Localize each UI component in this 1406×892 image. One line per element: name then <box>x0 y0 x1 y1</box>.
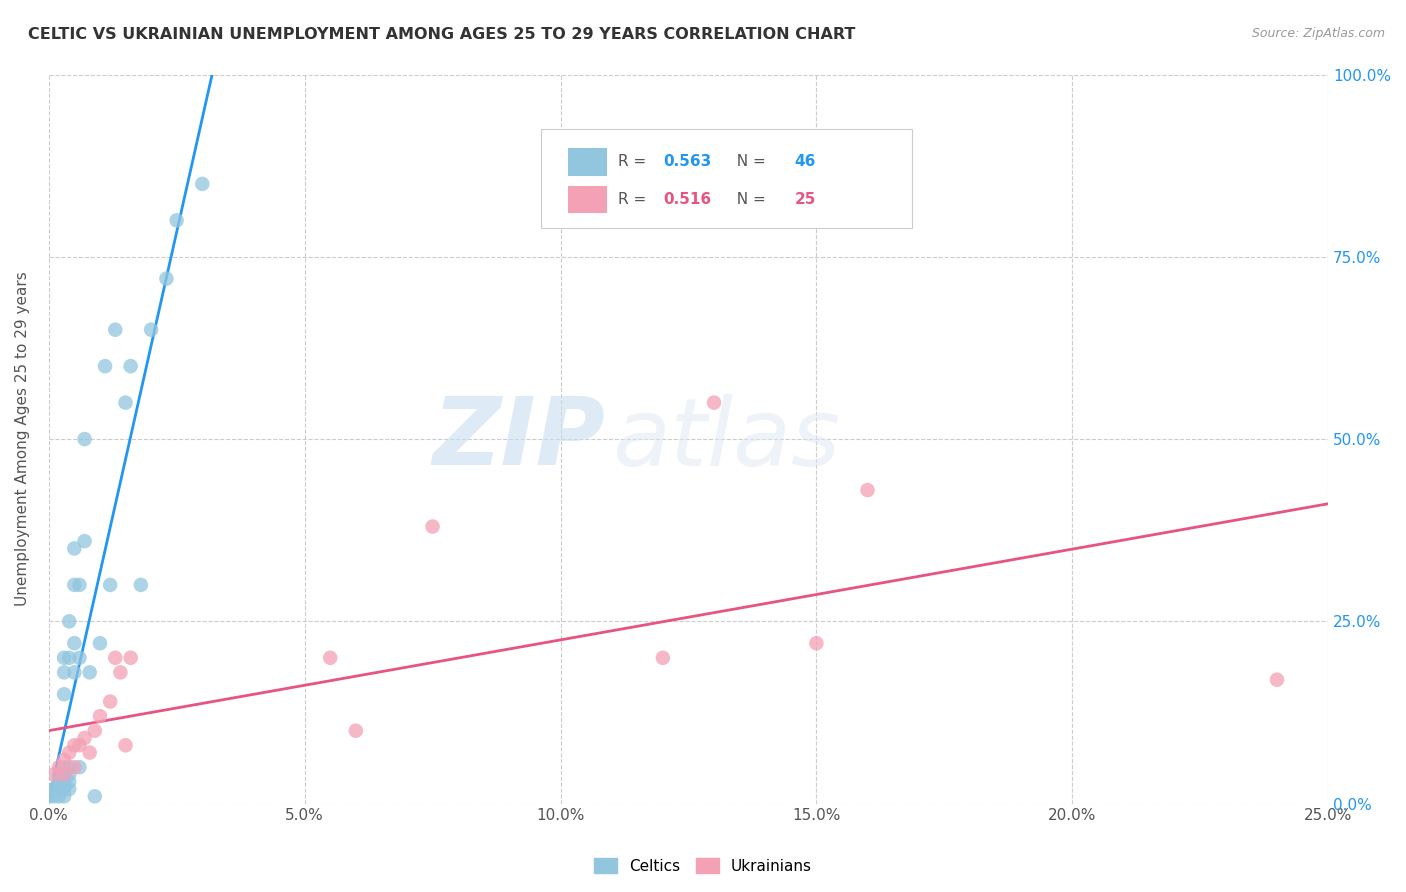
Text: CELTIC VS UKRAINIAN UNEMPLOYMENT AMONG AGES 25 TO 29 YEARS CORRELATION CHART: CELTIC VS UKRAINIAN UNEMPLOYMENT AMONG A… <box>28 27 855 42</box>
Point <box>155 271 177 285</box>
Point <box>58 782 80 797</box>
Y-axis label: Unemployment Among Ages 25 to 29 years: Unemployment Among Ages 25 to 29 years <box>15 272 30 607</box>
Point <box>42 767 65 781</box>
Point <box>42 782 65 797</box>
Point <box>422 519 444 533</box>
Point <box>191 177 214 191</box>
Point <box>48 774 70 789</box>
Point <box>63 578 86 592</box>
Point <box>703 395 725 409</box>
Text: N =: N = <box>727 154 770 169</box>
FancyBboxPatch shape <box>568 186 606 213</box>
Point <box>166 213 188 227</box>
Point <box>53 665 76 680</box>
Point <box>89 709 111 723</box>
Point <box>53 767 76 781</box>
Point <box>69 739 91 753</box>
Legend: Celtics, Ukrainians: Celtics, Ukrainians <box>588 852 818 880</box>
Point <box>69 650 91 665</box>
Point <box>58 767 80 781</box>
Point <box>53 687 76 701</box>
Text: 46: 46 <box>794 154 815 169</box>
Point <box>83 789 105 804</box>
FancyBboxPatch shape <box>568 148 606 176</box>
Point <box>48 789 70 804</box>
Point <box>79 665 101 680</box>
Point <box>53 650 76 665</box>
Point <box>58 774 80 789</box>
Point <box>120 359 142 373</box>
Point <box>79 746 101 760</box>
Text: 25: 25 <box>794 192 815 207</box>
Point <box>53 767 76 781</box>
Point <box>1265 673 1288 687</box>
Point <box>63 541 86 556</box>
Text: 0.516: 0.516 <box>662 192 711 207</box>
Point <box>83 723 105 738</box>
Point <box>48 782 70 797</box>
Point <box>104 650 127 665</box>
Text: ZIP: ZIP <box>433 393 606 485</box>
Point <box>63 636 86 650</box>
Point <box>53 753 76 767</box>
Point <box>38 789 60 804</box>
Point <box>651 650 673 665</box>
Point <box>806 636 828 650</box>
Point <box>63 739 86 753</box>
Point <box>48 760 70 774</box>
Point <box>48 767 70 781</box>
FancyBboxPatch shape <box>541 129 912 227</box>
Point <box>58 615 80 629</box>
Text: 0.563: 0.563 <box>662 154 711 169</box>
Point <box>856 483 879 497</box>
Point <box>63 760 86 774</box>
Point <box>120 650 142 665</box>
Point <box>110 665 132 680</box>
Point <box>104 323 127 337</box>
Point <box>94 359 117 373</box>
Point <box>58 650 80 665</box>
Point <box>139 323 162 337</box>
Point <box>344 723 367 738</box>
Point <box>73 731 96 745</box>
Point <box>69 760 91 774</box>
Text: R =: R = <box>619 192 651 207</box>
Point <box>42 789 65 804</box>
Text: R =: R = <box>619 154 651 169</box>
Point <box>98 694 121 708</box>
Text: atlas: atlas <box>612 393 839 484</box>
Point <box>53 782 76 797</box>
Point <box>319 650 342 665</box>
Point <box>114 739 136 753</box>
Point <box>73 534 96 549</box>
Point <box>73 432 96 446</box>
Point <box>53 782 76 797</box>
Point <box>98 578 121 592</box>
Text: Source: ZipAtlas.com: Source: ZipAtlas.com <box>1251 27 1385 40</box>
Point <box>129 578 152 592</box>
Text: N =: N = <box>727 192 770 207</box>
Point <box>48 774 70 789</box>
Point <box>69 578 91 592</box>
Point <box>63 665 86 680</box>
Point <box>114 395 136 409</box>
Point <box>58 746 80 760</box>
Point <box>53 760 76 774</box>
Point <box>58 760 80 774</box>
Point <box>42 782 65 797</box>
Point <box>53 774 76 789</box>
Point <box>89 636 111 650</box>
Point <box>53 789 76 804</box>
